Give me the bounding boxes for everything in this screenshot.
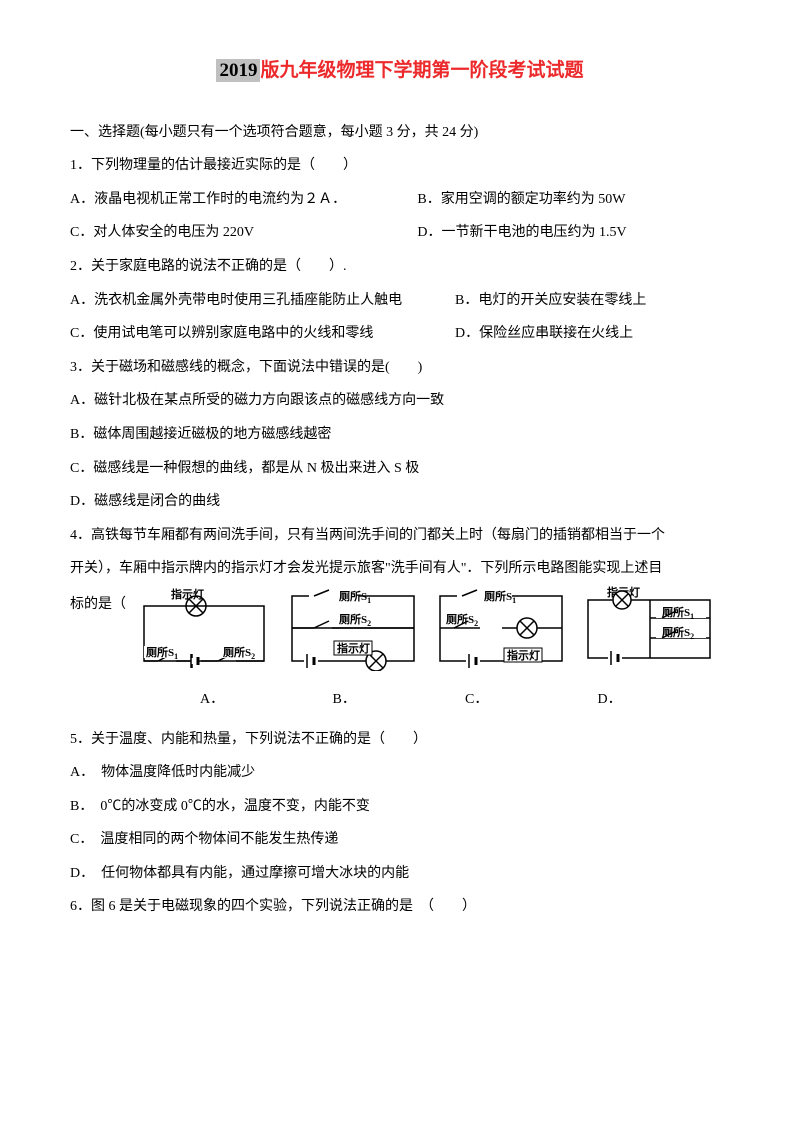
label-s2-c: 厕所S2: [446, 612, 478, 628]
q1-b: B．家用空调的额定功率约为 50W: [417, 183, 730, 217]
q4-stem1: 4．高铁每节车厢都有两间洗手间，只有当两间洗手间的门都关上时（每扇门的插销都相当…: [70, 519, 730, 553]
q2-row2: C．使用试电笔可以辨别家庭电路中的火线和零线 D．保险丝应串联接在火线上: [70, 317, 730, 351]
label-s1-d: 厕所S1: [662, 605, 694, 621]
q5-a: A． 物体温度降低时内能减少: [70, 756, 730, 790]
circuit-d: 指示灯 厕所S1 厕所S2: [580, 586, 720, 671]
q4-label-c: C．: [465, 683, 598, 717]
q3-b: B．磁体周围越接近磁极的地方磁感线越密: [70, 418, 730, 452]
q4-stem3: 标的是（: [70, 586, 126, 622]
q4-stem2: 开关），车厢中指示牌内的指示灯才会发光提示旅客"洗手间有人"．下列所示电路图能实…: [70, 552, 730, 586]
q5-b: B． 0℃的冰变成 0℃的水，温度不变，内能不变: [70, 790, 730, 824]
q3-a: A．磁针北极在某点所受的磁力方向跟该点的磁感线方向一致: [70, 384, 730, 418]
q4-label-d: D．: [598, 683, 731, 717]
q2-stem: 2．关于家庭电路的说法不正确的是（ ）.: [70, 250, 730, 284]
q2-c: C．使用试电笔可以辨别家庭电路中的火线和零线: [70, 317, 455, 351]
q5-c: C． 温度相同的两个物体间不能发生热传递: [70, 823, 730, 857]
label-indicator-c: 指示灯: [507, 648, 540, 662]
circuit-a: 指示灯 厕所S1 厕所S2: [136, 586, 276, 671]
q5-d: D． 任何物体都具有内能，通过摩擦可增大冰块的内能: [70, 857, 730, 891]
q4-label-a: A．: [200, 683, 333, 717]
q1-stem: 1．下列物理量的估计最接近实际的是（ ）: [70, 149, 730, 183]
circuit-b: 厕所S1 厕所S2 指示灯: [284, 586, 424, 671]
label-s1-b: 厕所S1: [339, 589, 371, 605]
q3-c: C．磁感线是一种假想的曲线，都是从 N 极出来进入 S 极: [70, 452, 730, 486]
q2-b: B．电灯的开关应安装在零线上: [455, 284, 730, 318]
label-s2: 厕所S2: [223, 645, 255, 661]
q1-row2: C．对人体安全的电压为 220V D．一节新干电池的电压约为 1.5V: [70, 216, 730, 250]
q4-label-b: B．: [333, 683, 466, 717]
label-s2-b: 厕所S2: [339, 612, 371, 628]
label-indicator-b: 指示灯: [337, 641, 370, 655]
q1-d: D．一节新干电池的电压约为 1.5V: [417, 216, 730, 250]
label-s2-d: 厕所S2: [662, 625, 694, 641]
title-year: 2019: [216, 59, 260, 82]
q3-d: D．磁感线是闭合的曲线: [70, 485, 730, 519]
q3-stem: 3．关于磁场和磁感线的概念，下面说法中错误的是( ): [70, 351, 730, 385]
q2-a: A．洗衣机金属外壳带电时使用三孔插座能防止人触电: [70, 284, 455, 318]
circuit-diagrams: 指示灯 厕所S1 厕所S2: [126, 586, 730, 671]
q6-stem: 6．图 6 是关于电磁现象的四个实验，下列说法正确的是 （ ）: [70, 890, 730, 924]
q4-labels: A． B． C． D．: [70, 683, 730, 717]
q2-d: D．保险丝应串联接在火线上: [455, 317, 730, 351]
q2-row1: A．洗衣机金属外壳带电时使用三孔插座能防止人触电 B．电灯的开关应安装在零线上: [70, 284, 730, 318]
q5-stem: 5．关于温度、内能和热量，下列说法不正确的是（ ）: [70, 723, 730, 757]
title-main: 版九年级物理下学期第一阶段考试试题: [260, 60, 583, 81]
section-header: 一、选择题(每小题只有一个选项符合题意，每小题 3 分，共 24 分): [70, 116, 730, 150]
label-indicator: 指示灯: [171, 587, 204, 601]
label-s1: 厕所S1: [146, 645, 178, 661]
label-s1-c: 厕所S1: [484, 589, 516, 605]
q1-a: A．液晶电视机正常工作时的电流约为２Ａ．: [70, 183, 417, 217]
page-title: 2019版九年级物理下学期第一阶段考试试题: [70, 48, 730, 94]
circuit-c: 厕所S1 厕所S2 指示灯: [432, 586, 572, 671]
q1-row1: A．液晶电视机正常工作时的电流约为２Ａ． B．家用空调的额定功率约为 50W: [70, 183, 730, 217]
q1-c: C．对人体安全的电压为 220V: [70, 216, 417, 250]
